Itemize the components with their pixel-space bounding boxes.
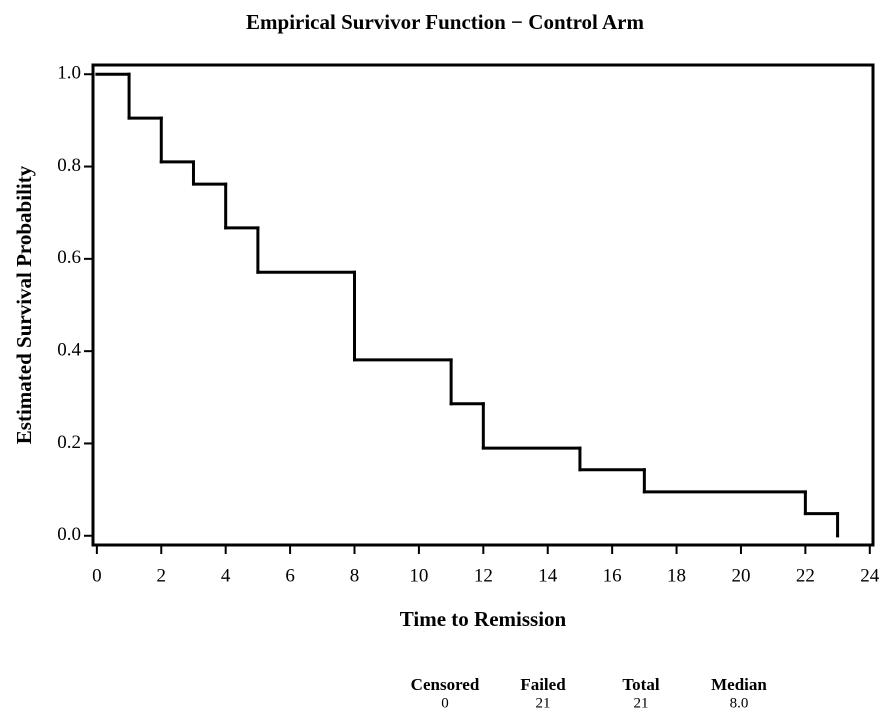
summary-value: 21 xyxy=(634,695,649,711)
y-tick-label: 1.0 xyxy=(57,63,81,84)
x-tick-label: 20 xyxy=(731,565,750,586)
x-tick-label: 12 xyxy=(474,565,493,586)
chart-title: Empirical Survivor Function − Control Ar… xyxy=(246,10,644,34)
summary-header: Median xyxy=(711,675,767,694)
summary-value: 21 xyxy=(536,695,551,711)
summary-header: Censored xyxy=(411,675,480,694)
y-tick-label: 0.0 xyxy=(57,524,81,545)
x-tick-label: 24 xyxy=(860,565,880,586)
x-tick-label: 0 xyxy=(92,565,102,586)
summary-header: Total xyxy=(622,675,659,694)
plot-frame xyxy=(91,63,875,547)
y-tick-label: 0.2 xyxy=(57,432,81,453)
y-tick-label: 0.8 xyxy=(57,155,81,176)
x-tick-label: 6 xyxy=(285,565,295,586)
y-tick-label: 0.4 xyxy=(57,340,81,361)
x-tick-label: 22 xyxy=(796,565,815,586)
summary-value: 8.0 xyxy=(730,695,749,711)
x-tick-label: 14 xyxy=(538,565,558,586)
y-tick-label: 0.6 xyxy=(57,247,81,268)
summary-value: 0 xyxy=(441,695,449,711)
y-axis-label: Estimated Survival Probability xyxy=(12,165,36,444)
x-tick-label: 18 xyxy=(667,565,686,586)
x-tick-label: 4 xyxy=(221,565,231,586)
x-tick-label: 10 xyxy=(409,565,428,586)
x-tick-label: 16 xyxy=(603,565,622,586)
x-tick-label: 8 xyxy=(350,565,360,586)
x-tick-label: 2 xyxy=(157,565,167,586)
x-axis-label: Time to Remission xyxy=(400,607,567,631)
summary-header: Failed xyxy=(520,675,566,694)
